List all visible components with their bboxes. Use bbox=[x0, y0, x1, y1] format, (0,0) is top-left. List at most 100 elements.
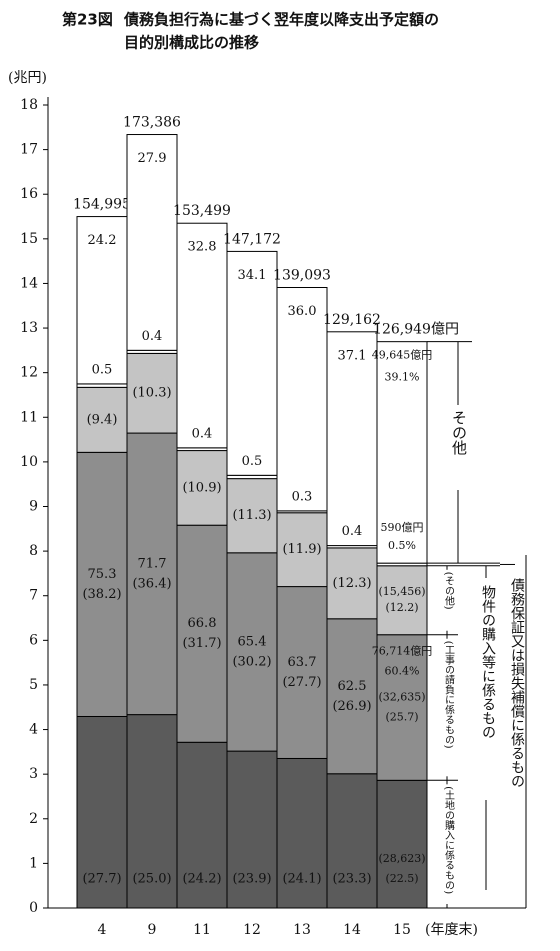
bracket-label: その他 bbox=[450, 410, 468, 456]
share-label: (10.3) bbox=[132, 386, 171, 401]
y-tick-label: 14 bbox=[20, 275, 38, 291]
y-tick-label: 12 bbox=[20, 365, 38, 381]
share-label: 36.0 bbox=[288, 304, 317, 319]
share-label: (10.9) bbox=[182, 480, 221, 495]
x-tick-label: 11 bbox=[193, 922, 211, 938]
bar-segment bbox=[276, 287, 328, 512]
bracket-label: 債務保証又は損失補償に係るもの bbox=[509, 578, 525, 788]
y-tick-label: 0 bbox=[29, 900, 38, 916]
total-label: 129,162 bbox=[323, 312, 381, 328]
total-label: 147,172 bbox=[223, 231, 281, 247]
bar-segment bbox=[76, 386, 128, 453]
share-label: 0.5 bbox=[92, 362, 113, 377]
x-tick-label: 15 bbox=[393, 922, 411, 938]
y-tick-label: 15 bbox=[20, 231, 38, 247]
bar-segment bbox=[276, 586, 328, 759]
share-label: 0.5 bbox=[242, 454, 263, 469]
group-label: 60.4% bbox=[385, 665, 420, 678]
share-label: (11.3) bbox=[232, 508, 271, 523]
share-label: 32.8 bbox=[188, 240, 217, 255]
share-label: (27.7) bbox=[282, 675, 321, 690]
share-label: (9.4) bbox=[87, 412, 118, 427]
amount-label: 49,645億円 bbox=[372, 349, 433, 362]
share-label: (27.7) bbox=[82, 872, 121, 887]
share-label: 39.1% bbox=[385, 371, 420, 384]
bar-segment bbox=[376, 565, 428, 636]
y-tick-label: 2 bbox=[29, 811, 38, 827]
bar-segment bbox=[226, 250, 278, 476]
bar-segment bbox=[226, 478, 278, 554]
y-tick-label: 10 bbox=[20, 454, 38, 470]
share-label: 0.4 bbox=[192, 426, 213, 441]
share-label: 34.1 bbox=[238, 268, 267, 283]
share-label: (12.3) bbox=[332, 576, 371, 591]
group-label: 65.4 bbox=[238, 634, 267, 649]
share-label: (23.3) bbox=[332, 872, 371, 887]
bar-segment bbox=[326, 773, 378, 909]
share-label: (30.2) bbox=[232, 654, 271, 669]
chart-title: 目的別構成比の推移 bbox=[124, 34, 259, 52]
y-tick-label: 16 bbox=[20, 186, 38, 202]
x-tick-label: 13 bbox=[293, 922, 311, 938]
share-label: (11.9) bbox=[282, 542, 321, 557]
group-bracket-label: 物件の購入等に係るもの bbox=[480, 585, 496, 739]
bar-segment bbox=[76, 715, 128, 909]
bar-segment bbox=[326, 547, 378, 620]
figure-label: 第23図 bbox=[62, 11, 113, 29]
total-label: 126,949億円 bbox=[373, 322, 459, 338]
x-tick-label: 12 bbox=[243, 922, 261, 938]
bar-segment bbox=[326, 331, 378, 547]
bar-segment bbox=[326, 618, 378, 775]
group-label: 71.7 bbox=[138, 556, 167, 571]
group-amount-label: 76,714億円 bbox=[372, 645, 433, 658]
share-label: (24.1) bbox=[282, 872, 321, 887]
y-tick-label: 13 bbox=[20, 320, 38, 336]
bar-segment bbox=[226, 552, 278, 752]
share-label: 37.1 bbox=[338, 348, 367, 363]
amount-label: (28,623) bbox=[378, 852, 425, 865]
group-label: 63.7 bbox=[288, 655, 317, 670]
label-bg bbox=[441, 569, 453, 631]
x-tick-label: 4 bbox=[98, 922, 107, 938]
y-tick-label: 1 bbox=[29, 855, 38, 871]
y-tick-label: 9 bbox=[29, 499, 38, 515]
share-label: (38.2) bbox=[82, 587, 121, 602]
bar-segment bbox=[176, 450, 228, 526]
share-label: (26.9) bbox=[332, 699, 371, 714]
x-axis-label: (年度末) bbox=[425, 922, 478, 938]
bracket-label: (工事の請負に係るもの) bbox=[443, 641, 455, 749]
bar-segment bbox=[376, 779, 428, 909]
share-label: 0.3 bbox=[292, 489, 313, 504]
share-label: 0.5% bbox=[388, 539, 416, 552]
amount-label: (32,635) bbox=[378, 691, 425, 704]
bar-segment bbox=[76, 216, 128, 385]
share-label: (24.2) bbox=[182, 872, 221, 887]
share-label: 0.4 bbox=[342, 524, 363, 539]
share-label: 24.2 bbox=[88, 233, 117, 248]
y-tick-label: 17 bbox=[20, 142, 38, 158]
share-label: (22.5) bbox=[385, 872, 418, 885]
y-tick-label: 3 bbox=[29, 766, 38, 782]
share-label: 0.4 bbox=[142, 329, 163, 344]
total-label: 139,093 bbox=[273, 268, 331, 284]
amount-label: (15,456) bbox=[378, 585, 425, 598]
label-bg bbox=[441, 784, 453, 904]
total-label: 173,386 bbox=[123, 115, 181, 131]
bar-segment bbox=[126, 134, 178, 351]
bar-segment bbox=[76, 383, 128, 388]
y-tick-label: 8 bbox=[29, 543, 38, 559]
group-label: 66.8 bbox=[188, 616, 217, 631]
bar-segment bbox=[376, 634, 428, 781]
share-label: 27.9 bbox=[138, 151, 167, 166]
y-tick-label: 18 bbox=[20, 97, 38, 113]
amount-label: 590億円 bbox=[381, 521, 424, 534]
bar-segment bbox=[376, 341, 428, 564]
group-label: 62.5 bbox=[338, 679, 367, 694]
x-tick-label: 9 bbox=[148, 922, 157, 938]
bar-segment bbox=[176, 524, 228, 743]
share-label: (23.9) bbox=[232, 872, 271, 887]
bar-segment bbox=[226, 750, 278, 909]
bar-segment bbox=[126, 432, 178, 716]
y-tick-label: 5 bbox=[29, 677, 38, 693]
share-label: (25.7) bbox=[385, 711, 418, 724]
